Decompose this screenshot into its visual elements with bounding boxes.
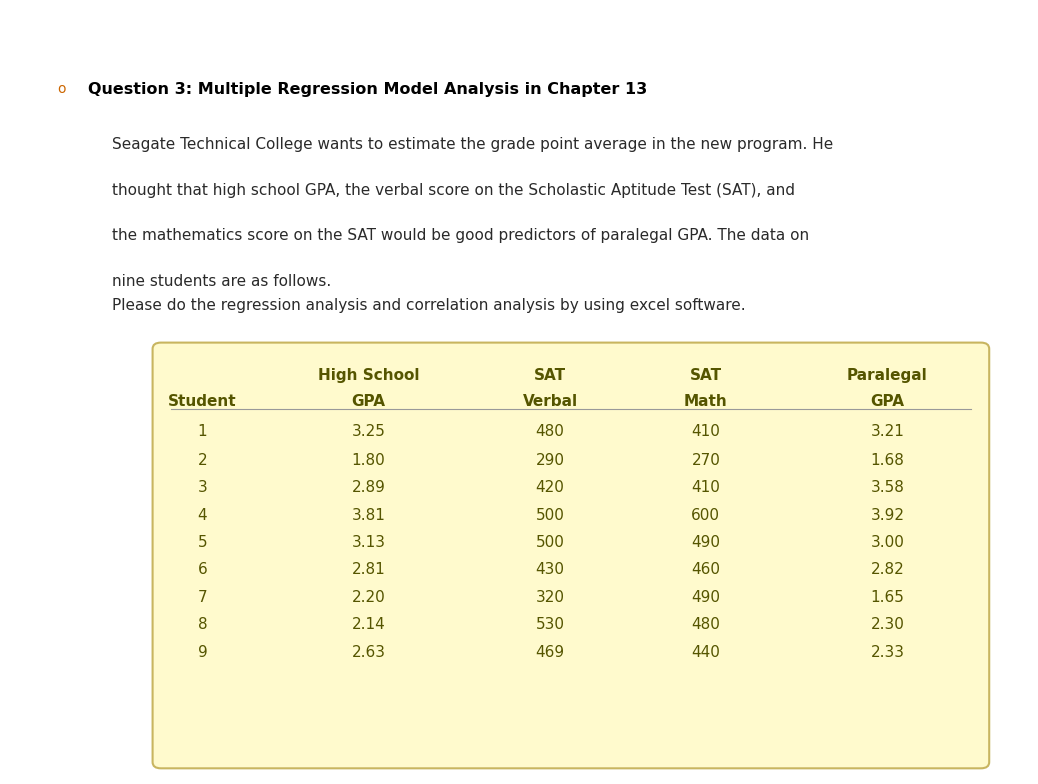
- Text: GPA: GPA: [871, 394, 904, 409]
- Text: 3.92: 3.92: [871, 507, 904, 523]
- Text: High School: High School: [318, 368, 419, 383]
- Text: 9: 9: [197, 644, 208, 660]
- Text: 420: 420: [536, 480, 565, 495]
- Text: 2.63: 2.63: [352, 644, 385, 660]
- Text: 2.81: 2.81: [352, 562, 385, 578]
- Text: 430: 430: [536, 562, 565, 578]
- Text: 530: 530: [536, 617, 565, 633]
- Text: 3: 3: [197, 480, 208, 495]
- Text: 480: 480: [691, 617, 720, 633]
- Text: 3.00: 3.00: [871, 535, 904, 550]
- Text: SAT: SAT: [535, 368, 566, 383]
- Text: 3.58: 3.58: [871, 480, 904, 495]
- Text: 480: 480: [536, 424, 565, 440]
- Text: 1: 1: [197, 424, 208, 440]
- Text: 3.13: 3.13: [352, 535, 385, 550]
- Text: 410: 410: [691, 480, 720, 495]
- Text: SAT: SAT: [690, 368, 721, 383]
- Text: 600: 600: [691, 507, 720, 523]
- Text: GPA: GPA: [352, 394, 385, 409]
- Text: 3.81: 3.81: [352, 507, 385, 523]
- Text: nine students are as follows.: nine students are as follows.: [112, 274, 331, 289]
- Text: 500: 500: [536, 507, 565, 523]
- Text: 5: 5: [197, 535, 208, 550]
- Text: 8: 8: [197, 617, 208, 633]
- Text: 1.65: 1.65: [871, 590, 904, 605]
- Text: 460: 460: [691, 562, 720, 578]
- Text: Paralegal: Paralegal: [847, 368, 928, 383]
- Text: Student: Student: [168, 394, 237, 409]
- Text: 2.89: 2.89: [352, 480, 385, 495]
- Text: 7: 7: [197, 590, 208, 605]
- Text: 500: 500: [536, 535, 565, 550]
- Text: 2.30: 2.30: [871, 617, 904, 633]
- Text: 1.68: 1.68: [871, 452, 904, 468]
- Text: Verbal: Verbal: [522, 394, 578, 409]
- FancyBboxPatch shape: [153, 343, 989, 768]
- Text: Seagate Technical College wants to estimate the grade point average in the new p: Seagate Technical College wants to estim…: [112, 137, 834, 152]
- Text: 440: 440: [691, 644, 720, 660]
- Text: 320: 320: [536, 590, 565, 605]
- Text: 2.20: 2.20: [352, 590, 385, 605]
- Text: 3.21: 3.21: [871, 424, 904, 440]
- Text: Question 3: Multiple Regression Model Analysis in Chapter 13: Question 3: Multiple Regression Model An…: [88, 82, 648, 97]
- Text: 410: 410: [691, 424, 720, 440]
- Text: 490: 490: [691, 590, 720, 605]
- Text: 4: 4: [197, 507, 208, 523]
- Text: 2.33: 2.33: [871, 644, 904, 660]
- Text: 290: 290: [536, 452, 565, 468]
- Text: o: o: [57, 82, 65, 96]
- Text: the mathematics score on the SAT would be good predictors of paralegal GPA. The : the mathematics score on the SAT would b…: [112, 228, 810, 243]
- Text: 469: 469: [536, 644, 565, 660]
- Text: 2.82: 2.82: [871, 562, 904, 578]
- Text: 3.25: 3.25: [352, 424, 385, 440]
- Text: 1.80: 1.80: [352, 452, 385, 468]
- Text: Math: Math: [684, 394, 728, 409]
- Text: 2: 2: [197, 452, 208, 468]
- Text: thought that high school GPA, the verbal score on the Scholastic Aptitude Test (: thought that high school GPA, the verbal…: [112, 183, 795, 198]
- Text: 2.14: 2.14: [352, 617, 385, 633]
- Text: Please do the regression analysis and correlation analysis by using excel softwa: Please do the regression analysis and co…: [112, 298, 745, 313]
- Text: 490: 490: [691, 535, 720, 550]
- Text: 270: 270: [691, 452, 720, 468]
- Text: 6: 6: [197, 562, 208, 578]
